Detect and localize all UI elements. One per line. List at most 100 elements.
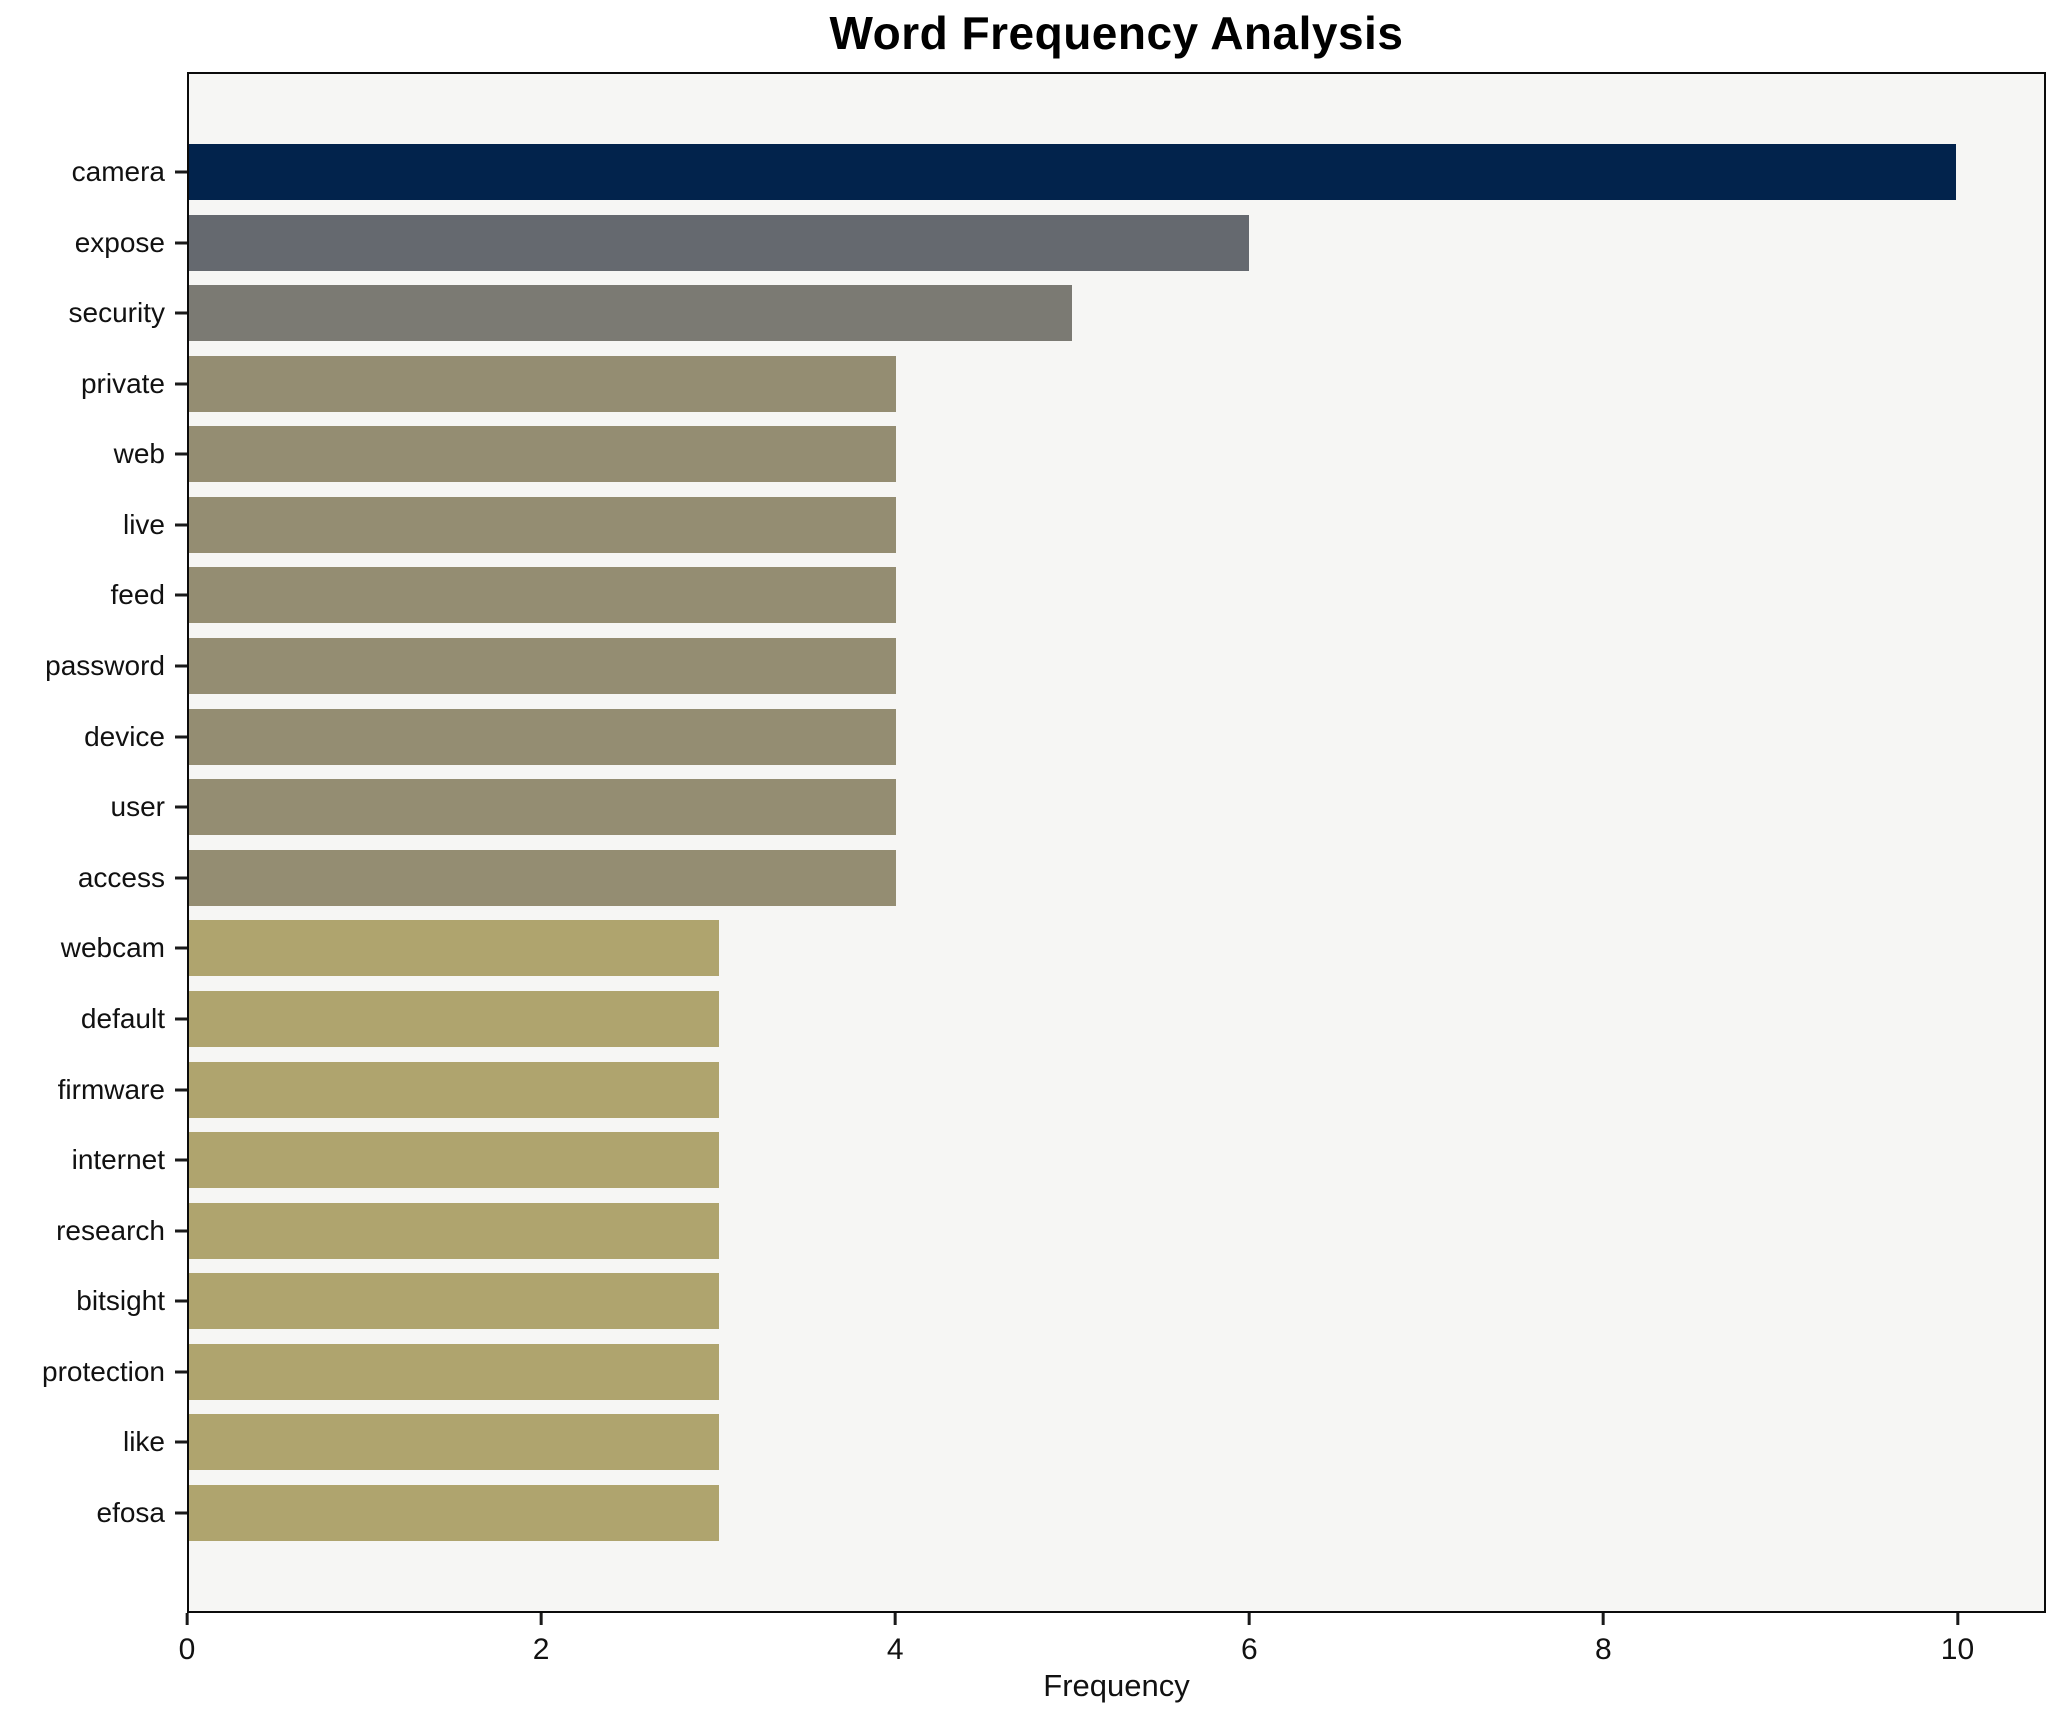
bar-row: webcam xyxy=(61,920,2044,977)
bar-web xyxy=(189,426,896,483)
bar-row: password xyxy=(45,638,2044,695)
bar-row: private xyxy=(81,355,2044,412)
x-tick-label: 10 xyxy=(1940,1633,1975,1666)
x-tick-label: 6 xyxy=(1240,1633,1258,1666)
bar-firmware xyxy=(189,1061,719,1118)
y-axis-label-password: password xyxy=(45,650,165,682)
chart-title: Word Frequency Analysis xyxy=(829,7,1404,59)
y-axis-label-like: like xyxy=(122,1426,165,1458)
bar-password xyxy=(189,638,896,695)
bar-row: device xyxy=(84,708,2044,765)
y-tick-mark xyxy=(175,382,187,386)
x-tick-mark xyxy=(185,1613,189,1625)
x-tick: 8 xyxy=(1595,1613,1612,1667)
bar-row: like xyxy=(123,1414,2044,1471)
x-tick: 4 xyxy=(887,1613,904,1667)
y-tick-mark xyxy=(175,241,187,245)
y-axis-label-research: research xyxy=(56,1214,165,1246)
y-axis-label-access: access xyxy=(77,861,165,893)
y-tick-mark xyxy=(175,593,187,597)
y-tick-mark xyxy=(175,1017,187,1021)
y-tick-mark xyxy=(175,1440,187,1444)
y-axis-label-firmware: firmware xyxy=(57,1073,165,1105)
bar-row: firmware xyxy=(58,1061,2044,1118)
y-tick-mark xyxy=(175,170,187,174)
y-axis-label-camera: camera xyxy=(71,156,165,187)
bars-container: camera expose security private web live feed pa… xyxy=(42,74,2044,1611)
y-axis-label-device: device xyxy=(84,720,165,752)
x-axis: 0 2 4 6 8 10 xyxy=(179,1613,2046,1683)
y-tick-mark xyxy=(175,311,187,315)
bar-efosa xyxy=(189,1484,719,1541)
y-axis-label-default: default xyxy=(80,1002,165,1034)
y-axis-label-bitsight: bitsight xyxy=(76,1285,165,1317)
bar-live xyxy=(189,496,896,553)
bar-row: internet xyxy=(72,1132,2044,1189)
bar-row: expose xyxy=(75,214,2044,271)
bar-row: live xyxy=(123,496,2044,553)
bar-default xyxy=(189,990,719,1047)
x-tick-label: 0 xyxy=(178,1633,196,1666)
bar-row: default xyxy=(81,990,2044,1047)
x-tick-label: 8 xyxy=(1595,1633,1612,1666)
bar-row: security xyxy=(69,285,2044,342)
bar-row: web xyxy=(114,426,2044,483)
y-tick-mark xyxy=(175,946,187,950)
bar-protection xyxy=(189,1343,719,1400)
bar-user xyxy=(189,779,896,836)
bar-row: bitsight xyxy=(76,1273,2044,1330)
bar-feed xyxy=(189,567,896,624)
bar-row: efosa xyxy=(97,1484,2044,1541)
x-tick: 10 xyxy=(1941,1613,1974,1667)
bar-row: research xyxy=(56,1202,2044,1259)
y-tick-mark xyxy=(175,1088,187,1092)
x-tick-mark xyxy=(1601,1613,1605,1625)
y-tick-mark xyxy=(175,1370,187,1374)
y-axis-label-web: web xyxy=(113,438,165,470)
y-tick-mark xyxy=(175,805,187,809)
y-axis-label-security: security xyxy=(68,297,165,329)
x-tick-mark xyxy=(1955,1613,1959,1625)
bar-expose xyxy=(189,214,1249,271)
bar-private xyxy=(189,355,896,412)
x-tick-label: 4 xyxy=(886,1633,904,1666)
y-axis-label-efosa: efosa xyxy=(96,1496,166,1528)
x-tick: 2 xyxy=(532,1613,550,1667)
bar-bitsight xyxy=(189,1273,719,1330)
bar-camera xyxy=(189,144,1956,200)
y-axis-label-webcam: webcam xyxy=(60,932,165,964)
y-tick-mark xyxy=(175,735,187,739)
y-tick-mark xyxy=(175,876,187,880)
y-tick-mark xyxy=(175,1158,187,1162)
y-tick-mark xyxy=(175,523,187,527)
bar-like xyxy=(189,1414,719,1471)
y-axis-label-feed: feed xyxy=(110,579,166,611)
x-axis-title: Frequency xyxy=(1043,1668,1190,1703)
bar-research xyxy=(189,1202,719,1259)
bar-access xyxy=(189,849,896,906)
bar-row: camera xyxy=(72,144,2044,200)
bar-row: feed xyxy=(111,567,2044,624)
y-axis-label-internet: internet xyxy=(71,1144,165,1176)
bar-security xyxy=(189,285,1073,342)
y-axis-label-live: live xyxy=(122,508,165,540)
bar-webcam xyxy=(189,920,719,977)
y-axis-label-private: private xyxy=(80,367,165,399)
y-tick-mark xyxy=(175,1229,187,1233)
y-tick-mark xyxy=(175,664,187,668)
x-tick-mark xyxy=(893,1613,897,1625)
y-tick-mark xyxy=(175,1299,187,1303)
bar-row: protection xyxy=(42,1343,2044,1400)
x-tick-mark xyxy=(1247,1613,1251,1625)
bar-row: access xyxy=(78,849,2044,906)
y-axis-label-user: user xyxy=(110,791,165,823)
x-tick: 0 xyxy=(178,1613,196,1667)
y-tick-mark xyxy=(175,1511,187,1515)
x-tick-mark xyxy=(539,1613,543,1625)
bar-row: user xyxy=(111,779,2044,836)
x-tick-label: 2 xyxy=(532,1633,550,1666)
plot-area: camera expose security private web live feed pa… xyxy=(42,72,2046,1613)
y-axis-label-expose: expose xyxy=(74,226,165,258)
y-tick-mark xyxy=(175,452,187,456)
